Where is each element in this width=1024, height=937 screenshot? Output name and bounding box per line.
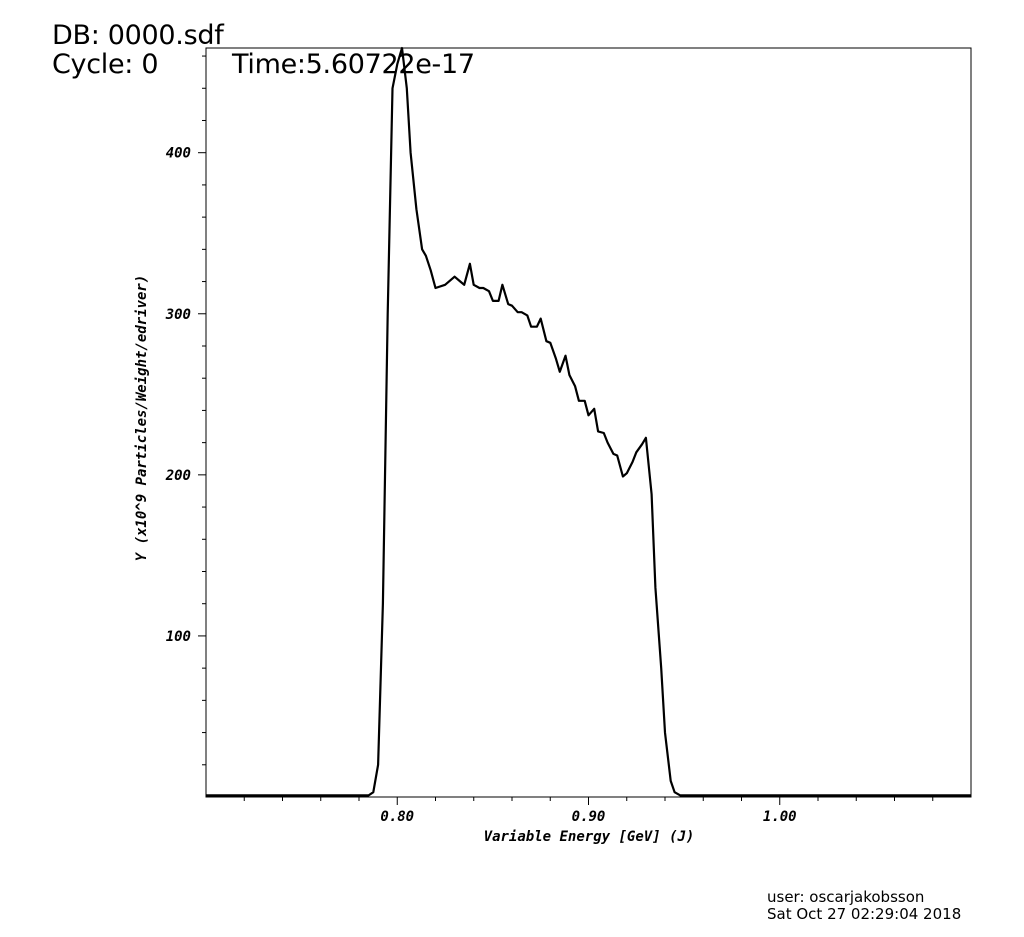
x-minor-ticks xyxy=(243,797,934,801)
y-tick-label: 100 xyxy=(166,629,191,645)
cycle-label: Cycle: 0 xyxy=(52,49,159,80)
y-minor-ticks xyxy=(202,55,206,766)
x-axis-ticks: 0.80 0.90 1.00 xyxy=(380,797,797,825)
y-tick-label: 300 xyxy=(165,307,191,323)
y-axis-ticks: 100 200 300 400 xyxy=(165,146,206,645)
user-label: user: oscarjakobsson xyxy=(767,888,925,906)
y-tick-label: 200 xyxy=(165,468,191,484)
x-tick-label: 0.90 xyxy=(572,809,606,825)
x-tick-label: 0.80 xyxy=(380,809,414,825)
x-axis-label: Variable Energy [GeV] (J) xyxy=(484,829,695,845)
date-label: Sat Oct 27 02:29:04 2018 xyxy=(767,905,962,923)
time-label: Time:5.60722e-17 xyxy=(232,49,475,80)
x-tick-label: 1.00 xyxy=(763,809,797,825)
series-line xyxy=(206,46,971,797)
y-tick-label: 400 xyxy=(166,146,191,162)
database-label: DB: 0000.sdf xyxy=(52,20,224,51)
plot-frame xyxy=(205,47,972,798)
y-axis-label: Y (x10^9 Particles/Weight/edriver) xyxy=(134,275,150,562)
